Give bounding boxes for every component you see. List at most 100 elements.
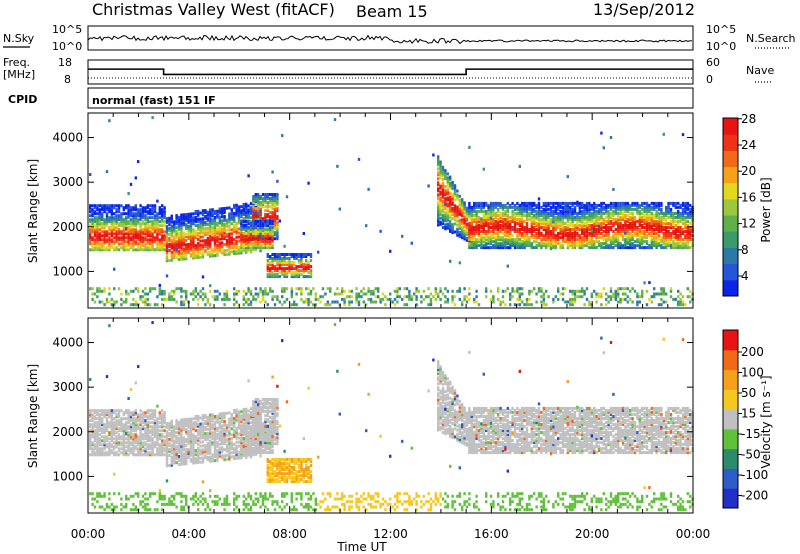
power-cell — [259, 230, 262, 233]
power-cell — [189, 236, 193, 240]
power-cell — [542, 297, 545, 301]
power-cell — [576, 232, 579, 235]
velocity-cell — [101, 427, 104, 431]
power-cell — [617, 228, 620, 231]
power-cell — [156, 295, 159, 299]
power-cell — [273, 227, 277, 231]
power-cell — [192, 292, 195, 296]
power-cell — [221, 213, 224, 217]
power-cell — [170, 216, 173, 220]
power-cell — [237, 251, 241, 255]
power-cell — [177, 233, 181, 237]
power-cell — [300, 253, 303, 256]
velocity-cell — [110, 435, 113, 439]
power-cell — [283, 287, 286, 291]
power-cell — [494, 244, 497, 248]
velocity-cell — [108, 324, 111, 328]
power-cell — [549, 236, 553, 240]
power-cell — [441, 226, 445, 229]
velocity-cell — [105, 409, 109, 413]
power-cell — [151, 116, 154, 120]
power-cell — [480, 234, 483, 238]
power-cell — [540, 240, 543, 244]
power-cell — [453, 218, 457, 222]
power-cell — [365, 292, 368, 296]
power-cell — [571, 303, 574, 307]
power-cell — [605, 207, 608, 211]
power-cell — [120, 218, 123, 222]
power-cell — [278, 255, 281, 258]
power-cell — [341, 289, 344, 293]
velocity-cell — [120, 419, 123, 423]
power-cell — [494, 226, 497, 229]
power-cell — [259, 205, 262, 208]
power-cell — [158, 232, 161, 236]
power-cell — [269, 201, 272, 204]
power-cell — [557, 207, 560, 211]
power-cell — [681, 207, 685, 211]
power-cell — [204, 251, 207, 255]
power-cell — [657, 238, 661, 242]
power-cell — [545, 214, 548, 217]
power-cell — [141, 214, 145, 218]
power-cell — [657, 222, 661, 225]
power-cell — [261, 228, 265, 231]
power-cell — [137, 208, 140, 212]
power-cell — [497, 224, 500, 227]
power-cell — [609, 136, 613, 139]
power-cell — [689, 216, 692, 219]
power-cell — [146, 242, 149, 246]
power-cell — [141, 222, 145, 226]
power-cell — [456, 227, 459, 231]
power-cell — [422, 297, 425, 301]
power-cell — [453, 214, 457, 218]
power-cell — [468, 228, 471, 231]
power-cell — [593, 232, 596, 235]
power-cell — [660, 222, 663, 225]
power-cell — [271, 199, 274, 202]
power-cell — [129, 246, 133, 250]
power-cell — [105, 230, 109, 234]
power-cell — [237, 247, 241, 251]
power-cell — [223, 207, 226, 210]
power-cell — [209, 289, 212, 293]
power-cell — [182, 255, 185, 259]
power-cell — [677, 222, 680, 225]
power-cell — [273, 217, 277, 221]
power-cell — [113, 287, 116, 291]
power-cell — [489, 236, 493, 240]
power-cell — [235, 247, 238, 251]
velocity-cell — [110, 443, 113, 447]
power-cell — [638, 236, 641, 240]
power-cell — [221, 245, 224, 249]
power-cell — [141, 220, 145, 224]
power-cell — [549, 205, 553, 209]
power-cell — [132, 248, 135, 252]
power-cell — [261, 203, 265, 206]
power-cell — [309, 300, 313, 304]
power-cell — [545, 236, 548, 240]
power-cell — [156, 218, 159, 222]
power-cell — [173, 230, 176, 234]
power-cell — [281, 267, 284, 271]
power-cell — [266, 261, 269, 264]
power-cell — [566, 210, 569, 213]
power-cell — [252, 195, 255, 198]
power-cell — [578, 295, 581, 299]
power-cell — [144, 232, 147, 236]
power-cell — [437, 167, 440, 171]
power-cell — [638, 246, 641, 250]
power-cell — [273, 255, 277, 258]
power-cell — [614, 292, 617, 296]
power-cell — [674, 236, 677, 240]
power-cell — [545, 212, 548, 215]
power-cell — [317, 250, 320, 254]
power-cell — [475, 238, 478, 242]
power-cell — [477, 303, 481, 307]
power-cell — [540, 289, 543, 293]
power-cell — [614, 240, 617, 244]
power-cell — [674, 238, 677, 242]
power-cell — [209, 230, 212, 234]
power-cell — [192, 246, 195, 250]
power-cell — [468, 292, 471, 296]
